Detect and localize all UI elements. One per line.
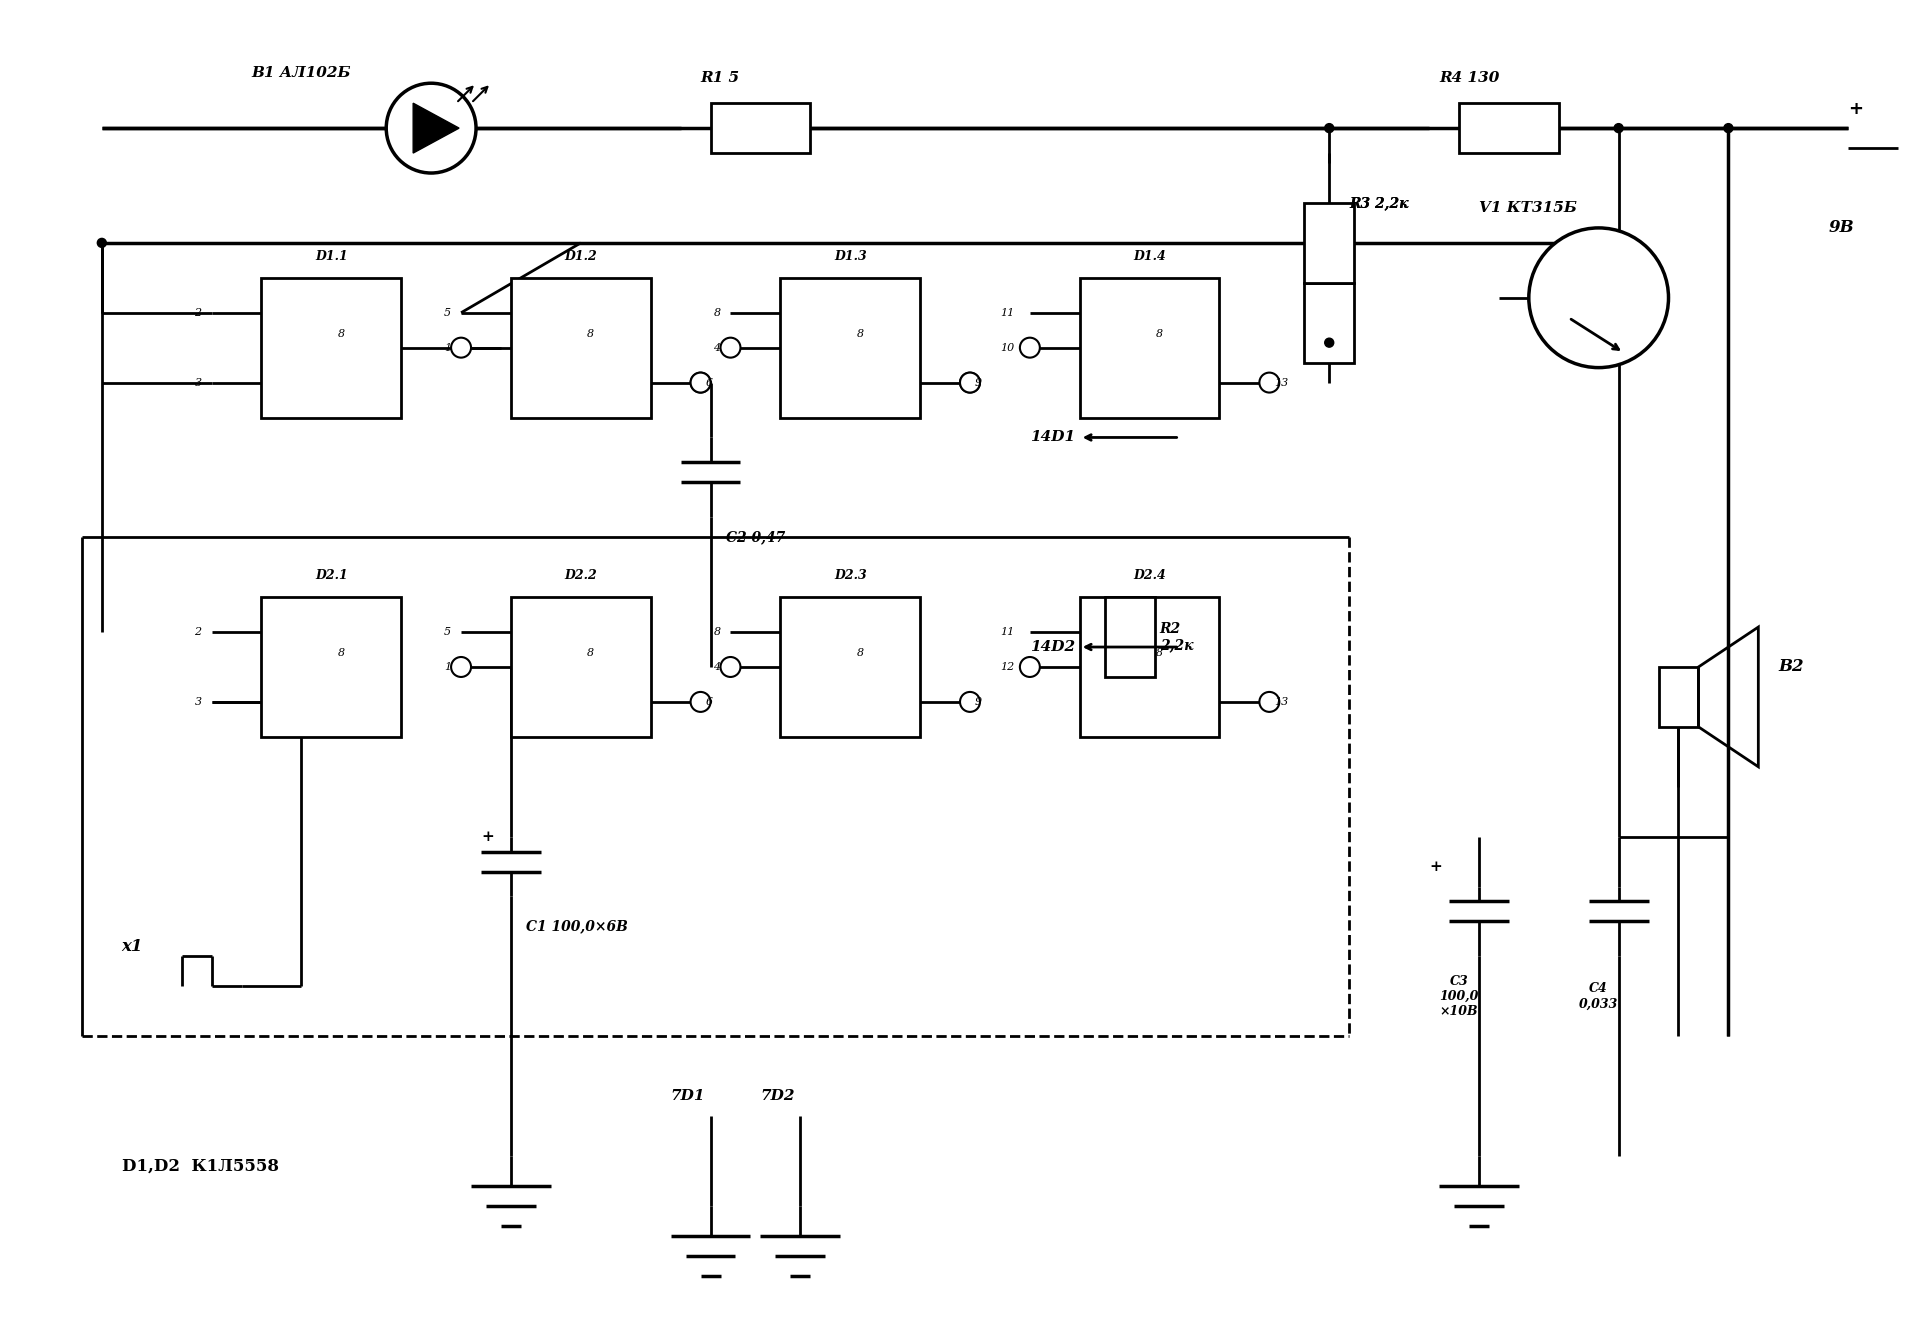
- Text: 9: 9: [975, 697, 982, 707]
- Text: C3
100,0
×10В: C3 100,0 ×10В: [1440, 975, 1478, 1018]
- Circle shape: [96, 238, 106, 248]
- Text: 9В: 9В: [1828, 220, 1855, 237]
- Text: D2.4: D2.4: [1133, 569, 1166, 582]
- Text: 8: 8: [338, 648, 345, 658]
- Text: 13: 13: [1274, 378, 1289, 387]
- Bar: [1104, 597, 1154, 677]
- Text: 8: 8: [714, 308, 720, 317]
- Circle shape: [1019, 657, 1040, 677]
- Text: 6: 6: [706, 378, 712, 387]
- Circle shape: [1260, 373, 1280, 392]
- Bar: [1079, 597, 1220, 736]
- Text: 8: 8: [587, 329, 594, 338]
- Text: D2.1: D2.1: [315, 569, 347, 582]
- Text: 3: 3: [195, 378, 201, 387]
- Bar: [511, 278, 650, 417]
- Text: +: +: [481, 830, 494, 844]
- Text: 3: 3: [195, 697, 201, 707]
- Text: 2: 2: [195, 308, 201, 317]
- Text: 11: 11: [1000, 627, 1015, 637]
- Circle shape: [452, 657, 471, 677]
- Bar: [780, 597, 921, 736]
- Bar: [261, 597, 401, 736]
- Text: B1 АЛ102Б: B1 АЛ102Б: [251, 66, 351, 80]
- Text: 8: 8: [587, 648, 594, 658]
- Bar: [1079, 278, 1220, 417]
- Bar: [261, 278, 401, 417]
- Circle shape: [691, 373, 710, 392]
- Text: C4
0,033: C4 0,033: [1579, 982, 1619, 1010]
- Text: V1 КT315Б: V1 КT315Б: [1478, 202, 1577, 215]
- Circle shape: [1260, 691, 1280, 712]
- Text: 9: 9: [975, 378, 982, 387]
- Text: +: +: [1849, 100, 1862, 119]
- Text: 5: 5: [444, 627, 452, 637]
- Circle shape: [691, 373, 710, 392]
- Text: +: +: [1428, 860, 1442, 873]
- Text: 8: 8: [714, 627, 720, 637]
- Circle shape: [1019, 337, 1040, 358]
- Text: 4: 4: [714, 342, 720, 353]
- Text: 7D1: 7D1: [670, 1089, 704, 1104]
- Circle shape: [691, 691, 710, 712]
- Bar: [511, 597, 650, 736]
- Circle shape: [959, 373, 980, 392]
- Circle shape: [1324, 124, 1334, 133]
- Circle shape: [1723, 124, 1733, 133]
- Bar: [1305, 283, 1355, 362]
- Text: 13: 13: [1274, 697, 1289, 707]
- Circle shape: [386, 83, 477, 173]
- Bar: [1305, 203, 1355, 283]
- Text: 10: 10: [1000, 342, 1015, 353]
- Text: 7D2: 7D2: [760, 1089, 795, 1104]
- Polygon shape: [413, 103, 459, 153]
- Text: D1.1: D1.1: [315, 250, 347, 263]
- Bar: [1658, 666, 1698, 727]
- Text: R3 2,2к: R3 2,2к: [1349, 196, 1409, 209]
- Text: D1.4: D1.4: [1133, 250, 1166, 263]
- Text: R2
2,2к: R2 2,2к: [1160, 622, 1193, 652]
- Text: D1.3: D1.3: [834, 250, 867, 263]
- Circle shape: [1324, 338, 1334, 348]
- Text: 8: 8: [857, 648, 865, 658]
- Text: 14D2: 14D2: [1031, 640, 1075, 655]
- Text: D2.3: D2.3: [834, 569, 867, 582]
- Text: 12: 12: [1000, 662, 1015, 672]
- Circle shape: [959, 373, 980, 392]
- Text: D1.2: D1.2: [564, 250, 596, 263]
- Text: R4 130: R4 130: [1440, 71, 1500, 86]
- Text: 5: 5: [444, 308, 452, 317]
- Text: C1 100,0×6В: C1 100,0×6В: [527, 919, 627, 934]
- Text: 8: 8: [857, 329, 865, 338]
- Text: 4: 4: [714, 662, 720, 672]
- Circle shape: [452, 337, 471, 358]
- Text: C2 0,47: C2 0,47: [726, 531, 786, 544]
- Bar: [780, 278, 921, 417]
- Text: R1 5: R1 5: [701, 71, 739, 86]
- Text: 2: 2: [195, 627, 201, 637]
- Text: D2.2: D2.2: [564, 569, 596, 582]
- Text: 6: 6: [706, 697, 712, 707]
- Text: R3 2,2к: R3 2,2к: [1349, 196, 1409, 209]
- Circle shape: [1613, 124, 1623, 133]
- Text: 8: 8: [338, 329, 345, 338]
- Circle shape: [959, 691, 980, 712]
- Text: 14D1: 14D1: [1031, 431, 1075, 444]
- Text: 8: 8: [1156, 648, 1164, 658]
- Circle shape: [720, 657, 741, 677]
- Text: D1,D2  К1Л5558: D1,D2 К1Л5558: [122, 1158, 278, 1175]
- Text: 11: 11: [1000, 308, 1015, 317]
- Bar: [710, 103, 811, 153]
- Text: 1: 1: [444, 662, 452, 672]
- Circle shape: [720, 337, 741, 358]
- Circle shape: [1529, 228, 1669, 367]
- Bar: [1459, 103, 1559, 153]
- Text: х1: х1: [122, 938, 143, 955]
- Text: 8: 8: [1156, 329, 1164, 338]
- Text: В2: В2: [1778, 658, 1805, 676]
- Text: 1: 1: [444, 342, 452, 353]
